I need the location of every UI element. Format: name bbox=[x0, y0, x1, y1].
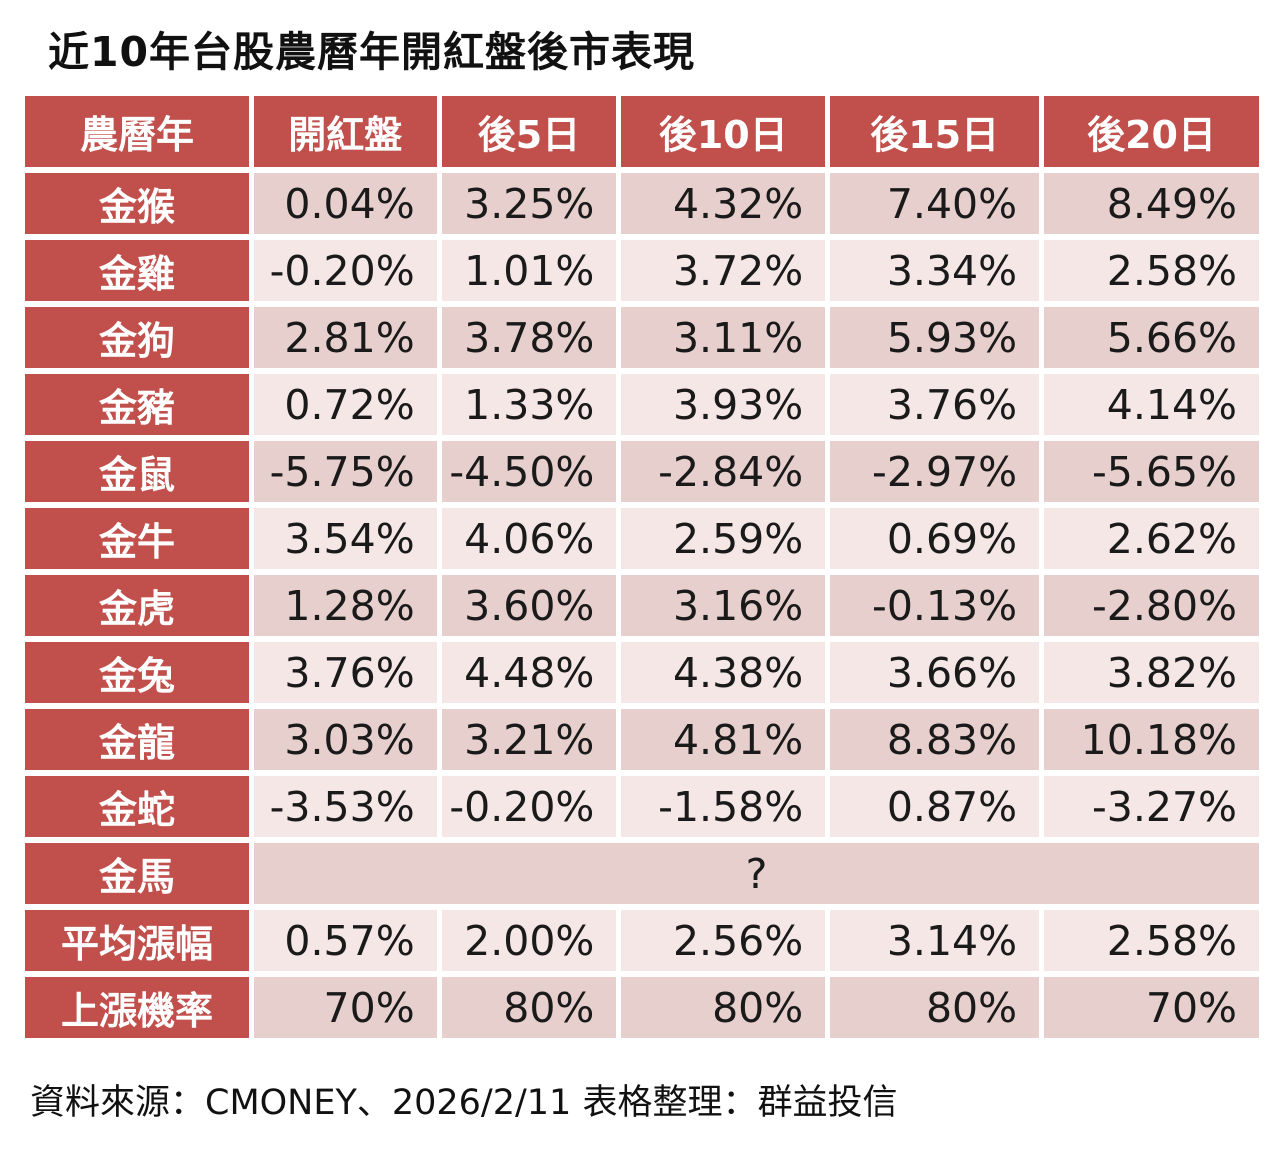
table-row: 金虎 1.28% 3.60% 3.16% -0.13% -2.80% bbox=[25, 575, 1259, 636]
cell-value: 3.76% bbox=[253, 642, 437, 703]
table-row: 平均漲幅 0.57% 2.00% 2.56% 3.14% 2.58% bbox=[25, 910, 1259, 971]
cell-value: -2.97% bbox=[830, 441, 1040, 502]
table-row: 金牛 3.54% 4.06% 2.59% 0.69% 2.62% bbox=[25, 508, 1259, 569]
table-header-row: 農曆年 開紅盤 後5日 後10日 後15日 後20日 bbox=[25, 96, 1259, 167]
cell-value: -0.13% bbox=[830, 575, 1040, 636]
cell-value: 5.66% bbox=[1044, 307, 1259, 368]
cell-value: 70% bbox=[1044, 977, 1259, 1038]
cell-value: -3.27% bbox=[1044, 776, 1259, 837]
table-row: 上漲機率 70% 80% 80% 80% 70% bbox=[25, 977, 1259, 1038]
row-label: 金狗 bbox=[25, 307, 249, 368]
row-label: 金馬 bbox=[25, 843, 249, 904]
cell-value: 70% bbox=[253, 977, 437, 1038]
cell-value: 4.14% bbox=[1044, 374, 1259, 435]
cell-value-unknown: ? bbox=[253, 843, 1259, 904]
cell-value: 3.76% bbox=[830, 374, 1040, 435]
cell-value: 2.81% bbox=[253, 307, 437, 368]
cell-value: 4.32% bbox=[621, 173, 826, 234]
cell-value: 4.48% bbox=[441, 642, 617, 703]
cell-value: 4.06% bbox=[441, 508, 617, 569]
cell-value: 1.28% bbox=[253, 575, 437, 636]
table-row: 金狗 2.81% 3.78% 3.11% 5.93% 5.66% bbox=[25, 307, 1259, 368]
cell-value: 0.87% bbox=[830, 776, 1040, 837]
table-row: 金鼠 -5.75% -4.50% -2.84% -2.97% -5.65% bbox=[25, 441, 1259, 502]
table-row: 金蛇 -3.53% -0.20% -1.58% 0.87% -3.27% bbox=[25, 776, 1259, 837]
cell-value: 3.25% bbox=[441, 173, 617, 234]
cell-value: 2.58% bbox=[1044, 910, 1259, 971]
cell-value: 3.03% bbox=[253, 709, 437, 770]
cell-value: 3.78% bbox=[441, 307, 617, 368]
cell-value: 4.38% bbox=[621, 642, 826, 703]
cell-value: 80% bbox=[441, 977, 617, 1038]
column-header-after-10-days: 後10日 bbox=[621, 96, 826, 167]
cell-value: 3.14% bbox=[830, 910, 1040, 971]
row-label: 金蛇 bbox=[25, 776, 249, 837]
cell-value: 2.58% bbox=[1044, 240, 1259, 301]
cell-value: -2.80% bbox=[1044, 575, 1259, 636]
row-label: 金猴 bbox=[25, 173, 249, 234]
cell-value: 3.11% bbox=[621, 307, 826, 368]
column-header-after-15-days: 後15日 bbox=[830, 96, 1040, 167]
cell-value: 3.72% bbox=[621, 240, 826, 301]
cell-value: 10.18% bbox=[1044, 709, 1259, 770]
table-row: 金猴 0.04% 3.25% 4.32% 7.40% 8.49% bbox=[25, 173, 1259, 234]
cell-value: -0.20% bbox=[253, 240, 437, 301]
cell-value: 5.93% bbox=[830, 307, 1040, 368]
row-label: 金鼠 bbox=[25, 441, 249, 502]
row-label: 上漲機率 bbox=[25, 977, 249, 1038]
cell-value: 2.62% bbox=[1044, 508, 1259, 569]
cell-value: 0.72% bbox=[253, 374, 437, 435]
cell-value: 0.04% bbox=[253, 173, 437, 234]
cell-value: 3.82% bbox=[1044, 642, 1259, 703]
page-title: 近10年台股農曆年開紅盤後市表現 bbox=[48, 28, 696, 76]
cell-value: -3.53% bbox=[253, 776, 437, 837]
row-label: 金虎 bbox=[25, 575, 249, 636]
cell-value: 2.59% bbox=[621, 508, 826, 569]
cell-value: 1.33% bbox=[441, 374, 617, 435]
cell-value: 80% bbox=[621, 977, 826, 1038]
cell-value: -2.84% bbox=[621, 441, 826, 502]
table-row: 金豬 0.72% 1.33% 3.93% 3.76% 4.14% bbox=[25, 374, 1259, 435]
cell-value: 3.21% bbox=[441, 709, 617, 770]
cell-value: 2.56% bbox=[621, 910, 826, 971]
table-row: 金雞 -0.20% 1.01% 3.72% 3.34% 2.58% bbox=[25, 240, 1259, 301]
cell-value: 2.00% bbox=[441, 910, 617, 971]
column-header-after-20-days: 後20日 bbox=[1044, 96, 1259, 167]
cell-value: 3.34% bbox=[830, 240, 1040, 301]
cell-value: 3.66% bbox=[830, 642, 1040, 703]
source-note: 資料來源：CMONEY、2026/2/11 表格整理：群益投信 bbox=[30, 1083, 898, 1123]
column-header-lunar-year: 農曆年 bbox=[25, 96, 249, 167]
table-body: 金猴 0.04% 3.25% 4.32% 7.40% 8.49% 金雞 -0.20% 1.01%… bbox=[25, 173, 1259, 1038]
column-header-opening-day: 開紅盤 bbox=[253, 96, 437, 167]
cell-value: 1.01% bbox=[441, 240, 617, 301]
cell-value: 8.83% bbox=[830, 709, 1040, 770]
cell-value: -0.20% bbox=[441, 776, 617, 837]
table-row: 金龍 3.03% 3.21% 4.81% 8.83% 10.18% bbox=[25, 709, 1259, 770]
cell-value: 3.93% bbox=[621, 374, 826, 435]
row-label: 金牛 bbox=[25, 508, 249, 569]
cell-value: -5.65% bbox=[1044, 441, 1259, 502]
cell-value: 3.16% bbox=[621, 575, 826, 636]
cell-value: 3.54% bbox=[253, 508, 437, 569]
row-label: 金雞 bbox=[25, 240, 249, 301]
row-label: 金龍 bbox=[25, 709, 249, 770]
cell-value: 80% bbox=[830, 977, 1040, 1038]
table-row: 金兔 3.76% 4.48% 4.38% 3.66% 3.82% bbox=[25, 642, 1259, 703]
row-label: 金豬 bbox=[25, 374, 249, 435]
cell-value: 0.57% bbox=[253, 910, 437, 971]
cell-value: 3.60% bbox=[441, 575, 617, 636]
table-row: 金馬? bbox=[25, 843, 1259, 904]
cell-value: -1.58% bbox=[621, 776, 826, 837]
cell-value: 0.69% bbox=[830, 508, 1040, 569]
row-label: 金兔 bbox=[25, 642, 249, 703]
cell-value: -4.50% bbox=[441, 441, 617, 502]
cell-value: -5.75% bbox=[253, 441, 437, 502]
cell-value: 8.49% bbox=[1044, 173, 1259, 234]
cell-value: 4.81% bbox=[621, 709, 826, 770]
performance-table: 農曆年 開紅盤 後5日 後10日 後15日 後20日 金猴 0.04% 3.25% 4… bbox=[20, 90, 1264, 1044]
column-header-after-5-days: 後5日 bbox=[441, 96, 617, 167]
row-label: 平均漲幅 bbox=[25, 910, 249, 971]
cell-value: 7.40% bbox=[830, 173, 1040, 234]
